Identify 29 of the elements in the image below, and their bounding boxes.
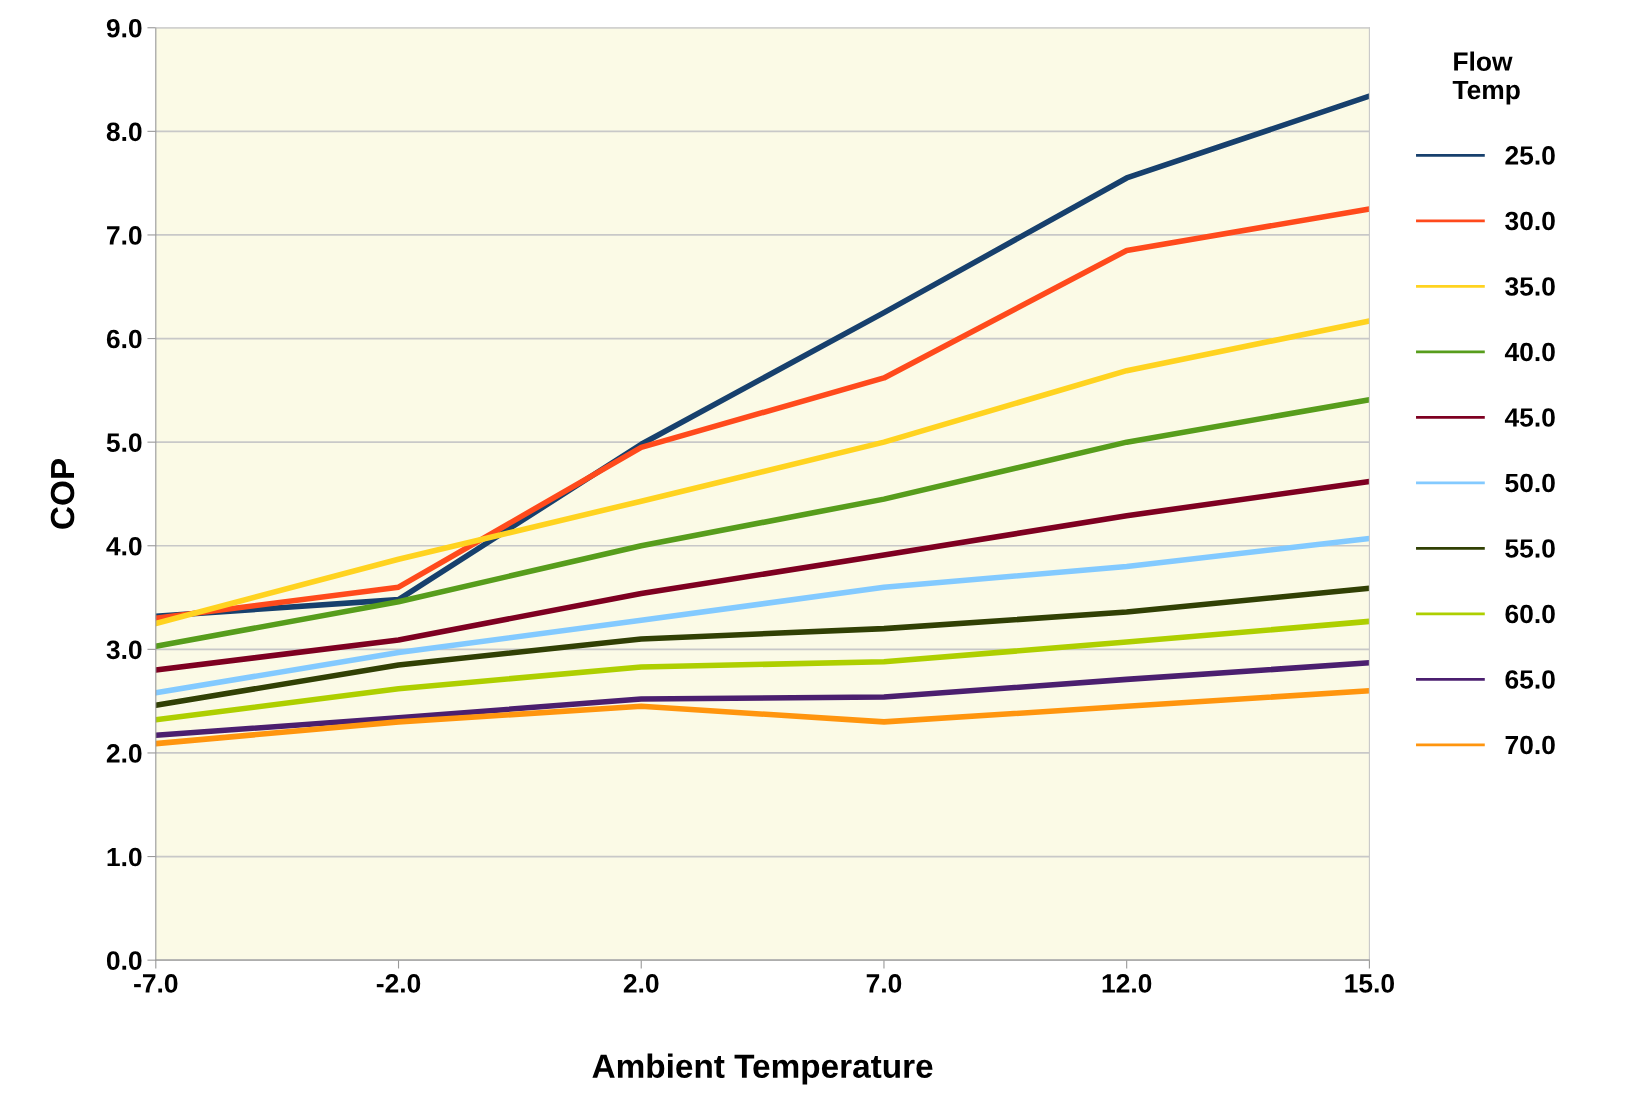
- legend-title: Flow Temp: [1452, 51, 1520, 105]
- y-tick-label: 3.0: [106, 640, 142, 660]
- x-tick-label: 7.0: [866, 974, 902, 993]
- y-tick-label: 8.0: [106, 122, 142, 142]
- y-tick-label: 9.0: [106, 18, 142, 38]
- y-tick-label: 6.0: [106, 329, 142, 349]
- y-tick-label: 4.0: [106, 536, 142, 556]
- legend-label: 50.0: [1505, 473, 1555, 493]
- y-tick-label: 1.0: [107, 847, 142, 867]
- y-axis-title: COP: [50, 458, 75, 529]
- y-tick-label: 2.0: [106, 744, 142, 763]
- legend-label: 30.0: [1505, 211, 1555, 231]
- x-tick-label: 15.0: [1345, 974, 1394, 993]
- legend-label: 70.0: [1505, 735, 1555, 755]
- legend-label: 25.0: [1505, 146, 1555, 165]
- legend-label: 45.0: [1504, 408, 1555, 427]
- x-axis-title: Ambient Temperature: [592, 1053, 933, 1085]
- legend-label: 65.0: [1505, 670, 1555, 689]
- legend-label: 60.0: [1505, 604, 1555, 624]
- x-tick-label: 2.0: [623, 974, 659, 993]
- x-tick-label: -7.0: [134, 974, 178, 993]
- legend-label: 35.0: [1505, 277, 1555, 296]
- y-tick-label: 7.0: [107, 226, 142, 245]
- x-tick-label: 12.0: [1102, 974, 1152, 993]
- x-tick-label: -2.0: [376, 974, 421, 993]
- y-tick-label: 0.0: [106, 951, 142, 970]
- y-tick-label: 5.0: [106, 433, 142, 452]
- legend-label: 55.0: [1505, 539, 1555, 558]
- legend-label: 40.0: [1504, 342, 1555, 362]
